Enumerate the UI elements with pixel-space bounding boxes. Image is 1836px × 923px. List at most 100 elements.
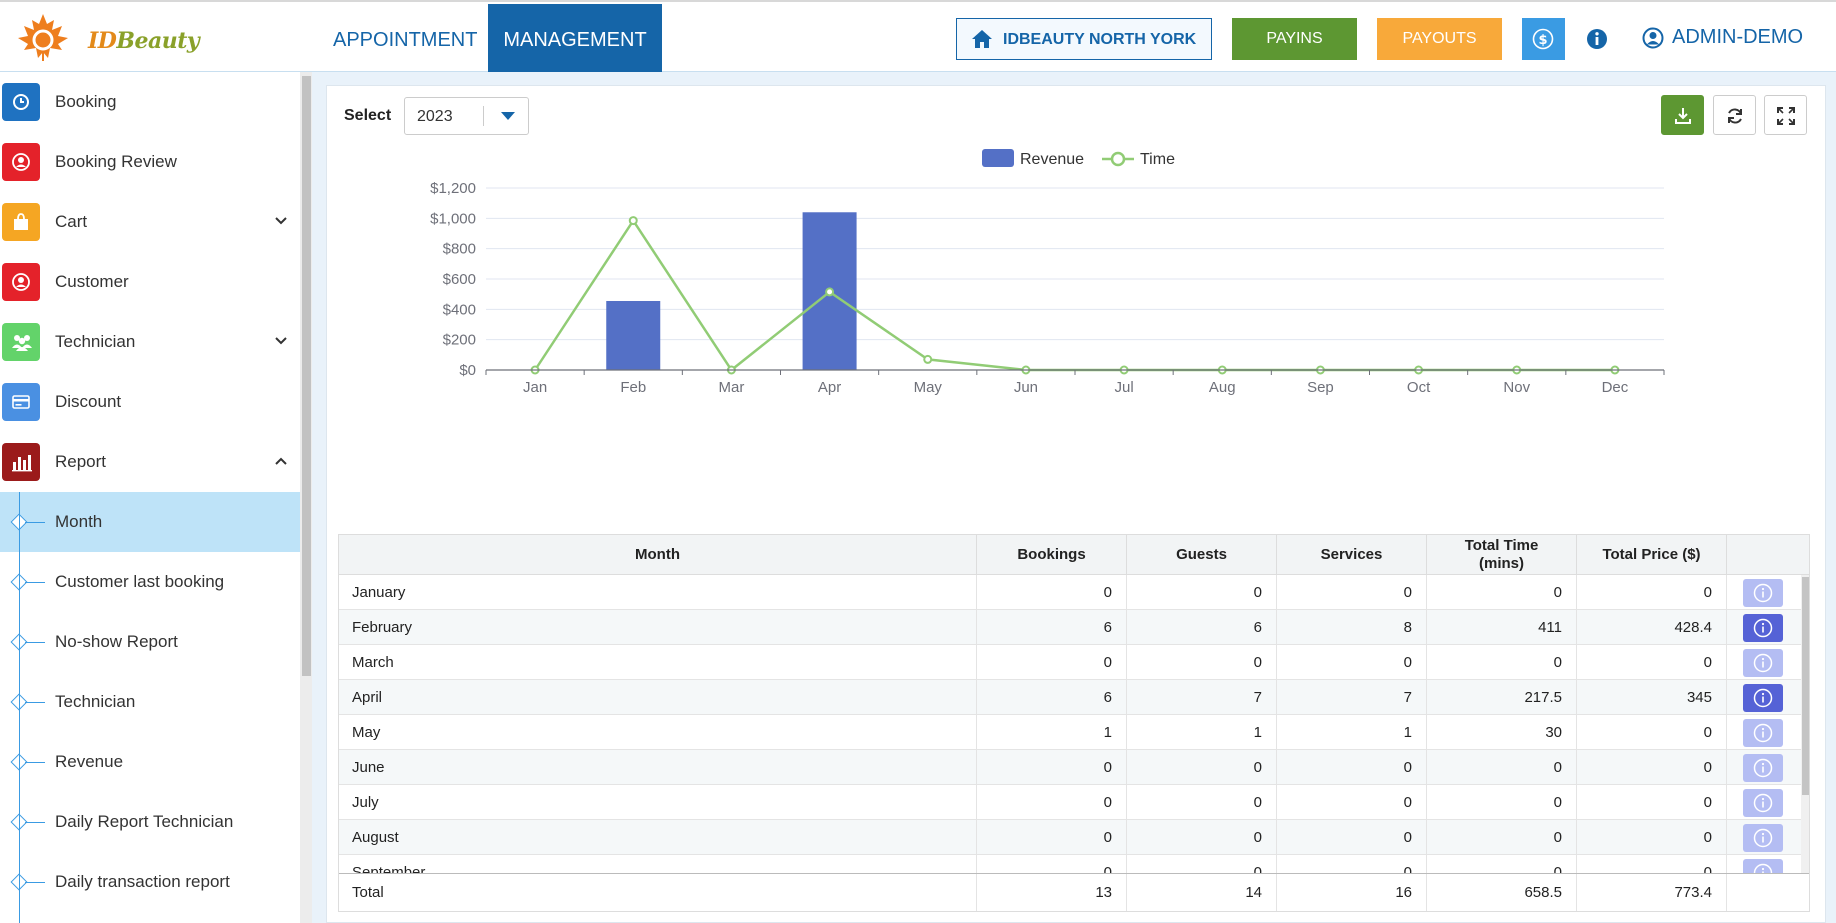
y-tick-label: $800: [443, 241, 476, 258]
total-price: 773.4: [1577, 874, 1727, 911]
info-circle-icon: [1753, 793, 1773, 813]
total-time: 658.5: [1427, 874, 1577, 911]
sidebar-scrollbar-thumb[interactable]: [302, 76, 311, 676]
cell-total-time: 0: [1427, 750, 1577, 785]
refresh-button[interactable]: [1713, 95, 1756, 135]
sidebar-subitem-revenue[interactable]: Revenue: [0, 732, 302, 792]
cell-bookings: 1: [977, 715, 1127, 750]
tree-line: [19, 492, 20, 923]
column-header-guests[interactable]: Guests: [1127, 535, 1277, 575]
cell-month: January: [339, 575, 977, 610]
dollar-button[interactable]: $: [1522, 18, 1565, 60]
cell-bookings: 0: [977, 750, 1127, 785]
info-circle-icon: [1753, 618, 1773, 638]
cell-services: 0: [1277, 575, 1427, 610]
cell-month: March: [339, 645, 977, 680]
row-details-button[interactable]: [1743, 579, 1783, 607]
y-tick-label: $600: [443, 271, 476, 288]
cell-guests: 1: [1127, 715, 1277, 750]
row-details-button[interactable]: [1743, 719, 1783, 747]
cell-guests: 0: [1127, 855, 1277, 873]
sidebar-subitem-label: Daily Report Technician: [55, 812, 234, 831]
cell-total-price: 0: [1577, 855, 1727, 873]
y-tick-label: $400: [443, 301, 476, 318]
legend-label-time[interactable]: Time: [1140, 151, 1175, 168]
legend-swatch-revenue[interactable]: [982, 149, 1014, 167]
column-header-total-price[interactable]: Total Price ($): [1577, 535, 1727, 575]
app-logo[interactable]: IDBeauty: [12, 12, 200, 64]
row-details-button[interactable]: [1743, 649, 1783, 677]
info-circle-icon: [1753, 863, 1773, 873]
cell-total-price: 428.4: [1577, 610, 1727, 645]
fullscreen-button[interactable]: [1764, 95, 1807, 135]
table-row: May 1 1 1 30 0: [339, 715, 1809, 750]
column-header-services[interactable]: Services: [1277, 535, 1427, 575]
year-select[interactable]: 2023: [404, 97, 529, 135]
download-icon: [1675, 108, 1691, 124]
cell-guests: 0: [1127, 645, 1277, 680]
cell-total-time: 411: [1427, 610, 1577, 645]
cell-services: 0: [1277, 785, 1427, 820]
sidebar-subitem-customer-last-booking[interactable]: Customer last booking: [0, 552, 302, 612]
cell-total-time: 0: [1427, 855, 1577, 873]
user-circle-icon: [2, 143, 40, 181]
point-time-feb[interactable]: [628, 216, 638, 226]
year-select-label: Select: [344, 107, 392, 124]
sidebar-subitem-month[interactable]: Month: [0, 492, 302, 552]
users-icon: [2, 323, 40, 361]
cell-month: September: [339, 855, 977, 873]
payouts-button[interactable]: PAYOUTS: [1377, 18, 1502, 60]
tab-management[interactable]: MANAGEMENT: [488, 4, 662, 74]
point-time-may[interactable]: [923, 354, 933, 364]
row-details-button[interactable]: [1743, 684, 1783, 712]
info-circle-icon: [1753, 723, 1773, 743]
sidebar-subitem-daily-report-technician[interactable]: Daily Report Technician: [0, 792, 302, 852]
sidebar-subitem-label: Technician: [55, 692, 136, 711]
column-header-total-time[interactable]: Total Time (mins): [1427, 535, 1577, 575]
cell-total-price: 0: [1577, 785, 1727, 820]
sidebar-item-booking-review[interactable]: Booking Review: [0, 132, 302, 192]
bar-revenue-feb[interactable]: [606, 300, 661, 370]
total-guests: 14: [1127, 874, 1277, 911]
column-header-bookings[interactable]: Bookings: [977, 535, 1127, 575]
row-details-button[interactable]: [1743, 859, 1783, 873]
cell-guests: 6: [1127, 610, 1277, 645]
point-time-apr[interactable]: [825, 287, 835, 297]
cell-month: July: [339, 785, 977, 820]
info-icon[interactable]: [1586, 28, 1608, 50]
tab-appointment[interactable]: APPOINTMENT: [333, 29, 478, 51]
sidebar-item-discount[interactable]: Discount: [0, 372, 302, 432]
sidebar-subitem-no-show-report[interactable]: No-show Report: [0, 612, 302, 672]
row-details-button[interactable]: [1743, 789, 1783, 817]
sidebar-item-report[interactable]: Report: [0, 432, 302, 492]
column-header-month[interactable]: Month: [339, 535, 977, 575]
cell-month: February: [339, 610, 977, 645]
sidebar-item-label: Technician: [55, 332, 136, 351]
row-details-button[interactable]: [1743, 824, 1783, 852]
sidebar-subitem-technician[interactable]: Technician: [0, 672, 302, 732]
sidebar-item-booking[interactable]: Booking: [0, 72, 302, 132]
cell-month: August: [339, 820, 977, 855]
clock-icon: [2, 83, 40, 121]
legend-label-revenue[interactable]: Revenue: [1020, 151, 1084, 168]
sidebar-item-technician[interactable]: Technician: [0, 312, 302, 372]
table-row: March 0 0 0 0 0: [339, 645, 1809, 680]
download-button[interactable]: [1661, 95, 1704, 135]
sidebar-subitem-daily-transaction-report[interactable]: Daily transaction report: [0, 852, 302, 912]
y-tick-label: $200: [443, 332, 476, 349]
sidebar-item-cart[interactable]: Cart: [0, 192, 302, 252]
info-circle-icon: [1753, 653, 1773, 673]
table-row: June 0 0 0 0 0: [339, 750, 1809, 785]
row-details-button[interactable]: [1743, 614, 1783, 642]
payins-button[interactable]: PAYINS: [1232, 18, 1357, 60]
table-scrollbar-thumb[interactable]: [1802, 577, 1809, 795]
chevron-down-icon: [275, 217, 287, 225]
x-tick-label: Jun: [1014, 379, 1038, 396]
cell-bookings: 0: [977, 820, 1127, 855]
row-details-button[interactable]: [1743, 754, 1783, 782]
x-tick-label: Mar: [718, 379, 744, 396]
table-row: April 6 7 7 217.5 345: [339, 680, 1809, 715]
monthly-report-chart: Revenue Time $0 $200 $400 $600 $800 $1,000 $1,2…: [430, 149, 1665, 396]
sidebar-item-customer[interactable]: Customer: [0, 252, 302, 312]
store-select-button[interactable]: IDBEAUTY NORTH YORK: [956, 18, 1212, 60]
